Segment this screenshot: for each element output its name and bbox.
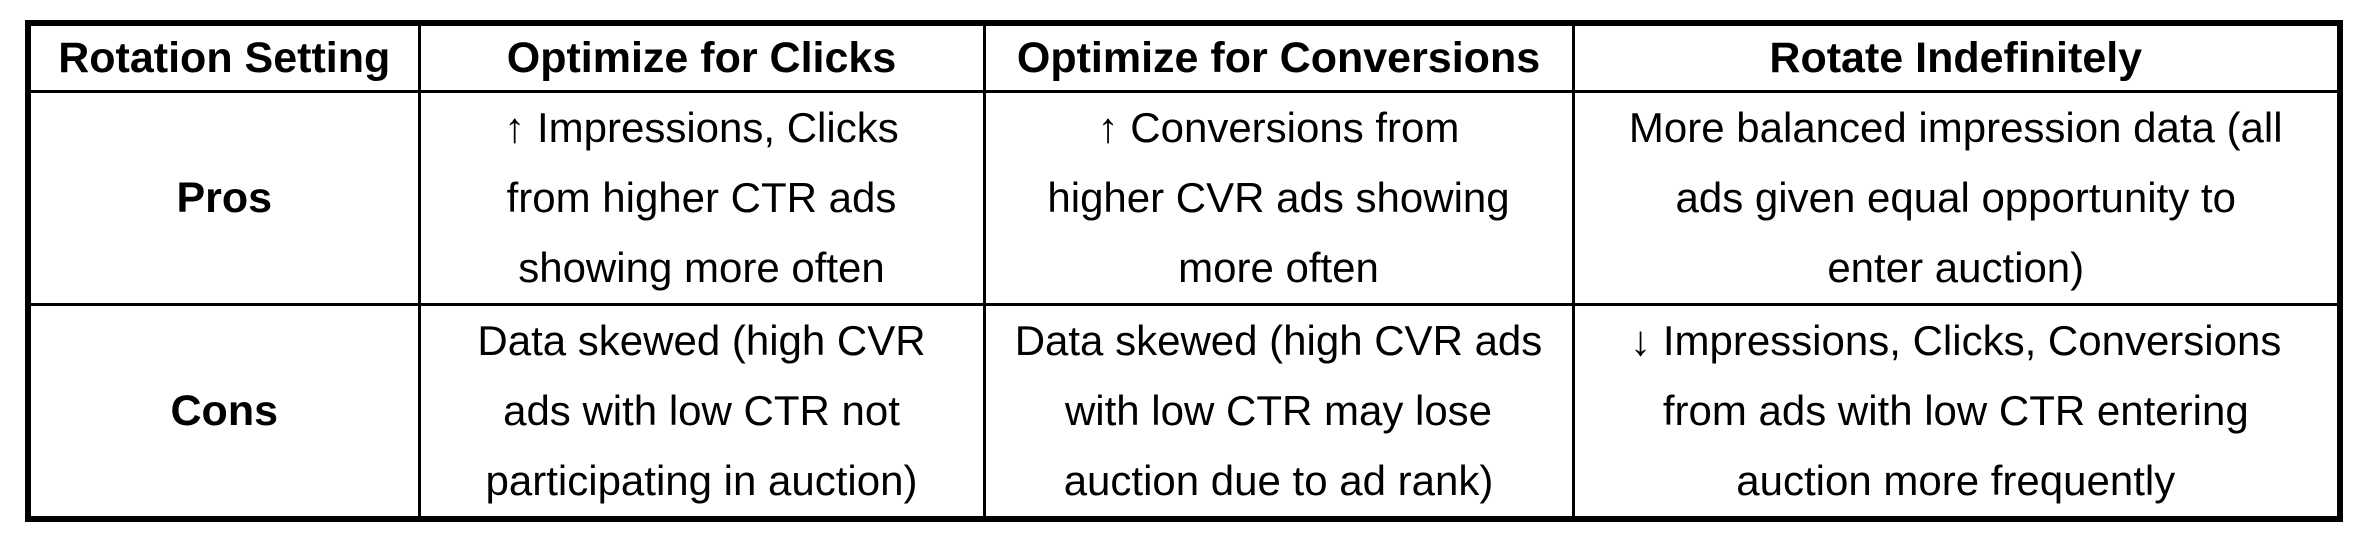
cell-pros-optimize-conversions: ↑ Conversions from higher CVR ads showin… — [982, 90, 1575, 306]
header-rotate-indefinitely: Rotate Indefinitely — [1571, 21, 2342, 93]
cell-pros-optimize-clicks: ↑ Impressions, Clicks from higher CTR ad… — [417, 90, 986, 306]
cell-cons-optimize-conversions: Data skewed (high CVR ads with low CTR m… — [982, 303, 1575, 521]
table-row-cons: Cons Data skewed (high CVR ads with low … — [26, 303, 2342, 521]
cell-pros-rotate-indefinitely: More balanced impression data (all ads g… — [1571, 90, 2342, 306]
table-row-pros: Pros ↑ Impressions, Clicks from higher C… — [26, 90, 2342, 306]
cell-cons-optimize-clicks: Data skewed (high CVR ads with low CTR n… — [417, 303, 986, 521]
cell-cons-rotate-indefinitely: ↓ Impressions, Clicks, Conversions from … — [1571, 303, 2342, 521]
comparison-table-container: Rotation Setting Optimize for Clicks Opt… — [25, 20, 2343, 522]
header-optimize-conversions: Optimize for Conversions — [982, 21, 1575, 93]
header-row: Rotation Setting Optimize for Clicks Opt… — [26, 21, 2342, 93]
row-label-pros: Pros — [26, 90, 421, 306]
header-rotation-setting: Rotation Setting — [26, 21, 421, 93]
header-optimize-clicks: Optimize for Clicks — [417, 21, 986, 93]
row-label-cons: Cons — [26, 303, 421, 521]
comparison-table: Rotation Setting Optimize for Clicks Opt… — [25, 20, 2343, 522]
